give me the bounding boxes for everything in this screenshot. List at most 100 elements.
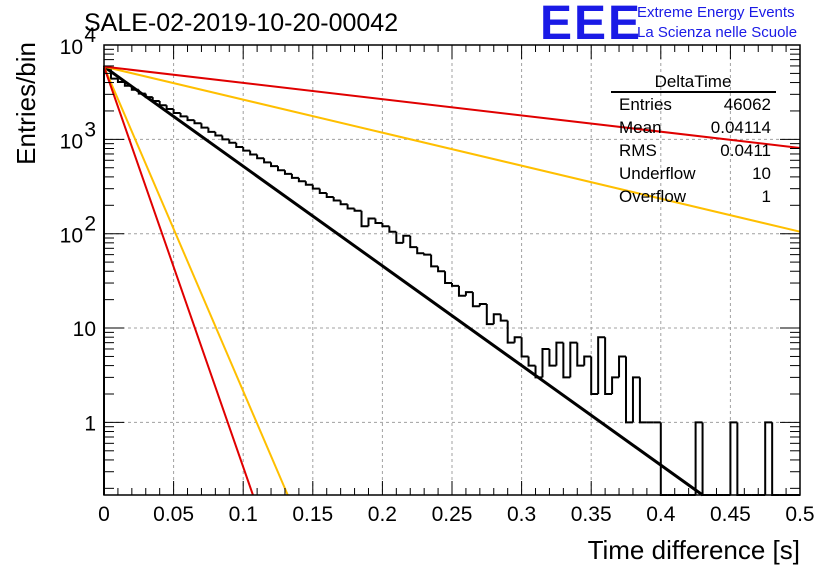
y-axis-label: Entries/bin <box>11 42 41 165</box>
histogram-bin <box>416 247 425 255</box>
y-tick-label: 1 <box>84 412 96 435</box>
stats-rows: Entries 46062 Mean 0.04114 RMS 0.0411 Underflo… <box>619 95 771 206</box>
histogram-bin <box>311 184 320 190</box>
y-tick-label: 10 <box>60 130 83 153</box>
histogram-bin <box>346 204 355 210</box>
stats-value: 1 <box>762 187 771 206</box>
fit-line <box>103 66 289 496</box>
histogram-bin <box>569 341 578 378</box>
histogram-bin <box>631 376 640 423</box>
histogram-bin <box>116 78 125 84</box>
logo-subtitle-2: La Scienza nelle Scuole <box>637 24 798 41</box>
histogram-bin <box>764 421 773 495</box>
x-tick-label: 0.2 <box>368 503 397 526</box>
histogram-bin <box>283 170 292 175</box>
histogram-bin <box>451 283 459 287</box>
histogram-bin <box>367 217 376 227</box>
histogram-bin <box>618 355 626 378</box>
stats-value: 0.0411 <box>720 141 771 160</box>
histogram-bin <box>395 231 404 244</box>
stats-label: Underflow <box>619 164 696 183</box>
stats-box: DeltaTime Entries 46062 Mean 0.04114 RMS 0.04… <box>611 72 776 206</box>
histogram-bin <box>590 356 599 395</box>
histogram-bin <box>381 222 390 228</box>
stats-value: 46062 <box>724 95 771 114</box>
x-axis-ticks: 0 0.05 0.1 0.15 0.2 0.25 0.3 0.35 0.4 0.45 0.5 <box>98 45 815 526</box>
grid <box>104 45 800 495</box>
histogram-bin <box>339 200 348 206</box>
histogram-bin <box>541 347 550 378</box>
histogram-bin <box>172 108 181 115</box>
histogram-bin <box>562 342 571 379</box>
histogram-bin <box>374 218 383 224</box>
histogram-bin <box>520 337 529 358</box>
histogram-bin <box>256 154 265 160</box>
histogram-bin <box>492 313 501 325</box>
histogram-bin <box>625 356 633 424</box>
histogram-bin <box>214 131 223 137</box>
x-tick-label: 0.5 <box>785 503 814 526</box>
histogram-bin <box>604 337 613 395</box>
histogram-bin <box>555 341 564 366</box>
x-tick-label: 0.4 <box>646 503 676 526</box>
histogram-bin <box>270 162 278 168</box>
fit-line <box>103 66 254 496</box>
histogram-bin <box>457 285 466 297</box>
histogram-bin <box>304 181 313 186</box>
x-tick-label: 0.15 <box>292 503 333 526</box>
stats-box-title: DeltaTime <box>655 72 732 91</box>
histogram-bin <box>597 336 606 394</box>
y-tick-exponent: 4 <box>84 24 96 47</box>
histogram-bin <box>478 302 487 307</box>
histogram-bin <box>353 208 362 212</box>
histogram-bin <box>583 355 592 366</box>
histogram-bin <box>193 120 202 125</box>
histogram-bin <box>242 146 251 152</box>
histogram-bin <box>576 342 585 367</box>
histogram-bin <box>290 173 299 179</box>
stats-label: Overflow <box>619 187 687 206</box>
stats-value: 0.04114 <box>711 118 771 137</box>
chart-title: SALE-02-2019-10-20-00042 <box>84 9 399 37</box>
histogram-bin <box>694 421 703 495</box>
histogram-bin <box>263 158 272 164</box>
histogram-bin <box>179 113 188 118</box>
histogram-bin <box>527 356 536 367</box>
histogram-bin <box>325 192 334 198</box>
histogram-bin <box>402 234 411 243</box>
histogram-bin <box>423 253 432 256</box>
histogram-bin <box>611 376 620 394</box>
histogram-bin <box>638 377 647 424</box>
x-tick-label: 0.25 <box>432 503 473 526</box>
histogram-bin <box>158 100 167 107</box>
histogram-bin <box>388 226 397 233</box>
x-tick-label: 0.1 <box>229 503 258 526</box>
histogram-bin <box>506 320 515 344</box>
histogram-bin <box>437 266 446 273</box>
y-tick-exponent: 2 <box>84 213 96 236</box>
y-tick-label: 10 <box>60 225 83 248</box>
histogram-bin <box>360 210 369 228</box>
histogram-bin <box>249 150 258 156</box>
fit-line <box>103 65 801 149</box>
stats-value: 10 <box>752 164 771 183</box>
histogram-bin <box>471 292 480 308</box>
histogram-bin <box>228 139 237 144</box>
fit-line <box>103 65 704 497</box>
x-axis-label: Time difference [s] <box>588 535 800 565</box>
histogram-bin <box>207 127 216 133</box>
histogram-bin <box>332 196 341 202</box>
x-tick-label: 0.05 <box>153 503 194 526</box>
x-tick-label: 0 <box>98 503 110 526</box>
histogram-bin <box>736 422 745 496</box>
logo-subtitle-1: Extreme Energy Events <box>637 4 795 21</box>
histogram-bin <box>444 271 452 285</box>
histogram-bin <box>659 422 668 496</box>
histogram-bin <box>277 166 285 172</box>
stats-label: Mean <box>619 118 662 137</box>
histogram-bin <box>221 135 230 141</box>
histogram-bin <box>430 254 439 268</box>
histogram-bin <box>318 188 327 194</box>
